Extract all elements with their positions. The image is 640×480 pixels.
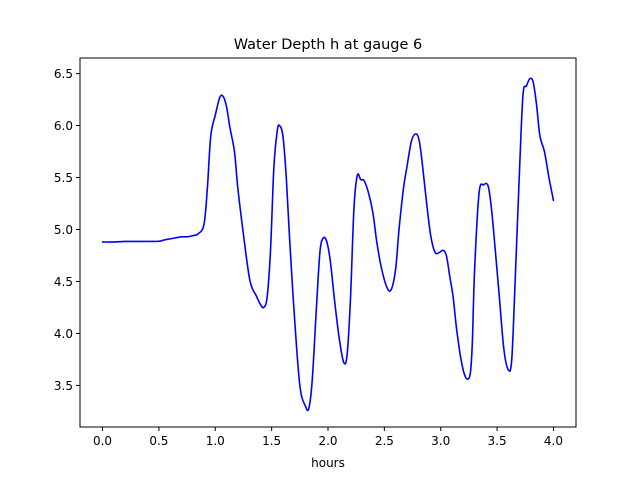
y-tick-label: 4.5 [54, 275, 73, 289]
x-tick-label: 0.5 [149, 434, 168, 448]
chart-title: Water Depth h at gauge 6 [234, 37, 422, 53]
x-tick-label: 4.0 [544, 434, 563, 448]
series-line [101, 77, 555, 412]
y-axis-ticks: 3.5 4.0 4.5 5.0 5.5 6.0 6.5 [54, 67, 80, 393]
x-axis-ticks: 0.0 0.5 1.0 1.5 2.0 2.5 3.0 3.5 4.0 [93, 427, 563, 448]
x-tick-label: 2.5 [375, 434, 394, 448]
y-tick-label: 6.5 [54, 67, 73, 81]
x-tick-label: 2.0 [318, 434, 337, 448]
y-tick-label: 6.0 [54, 119, 73, 133]
y-tick-label: 5.0 [54, 223, 73, 237]
x-tick-label: 1.0 [206, 434, 225, 448]
y-tick-label: 5.5 [54, 171, 73, 185]
y-tick-label: 3.5 [54, 379, 73, 393]
y-tick-label: 4.0 [54, 327, 73, 341]
x-tick-label: 3.0 [431, 434, 450, 448]
x-axis-label: hours [311, 456, 345, 470]
x-tick-label: 0.0 [93, 434, 112, 448]
plot-area [101, 77, 555, 412]
x-tick-label: 3.5 [488, 434, 507, 448]
x-tick-label: 1.5 [262, 434, 281, 448]
